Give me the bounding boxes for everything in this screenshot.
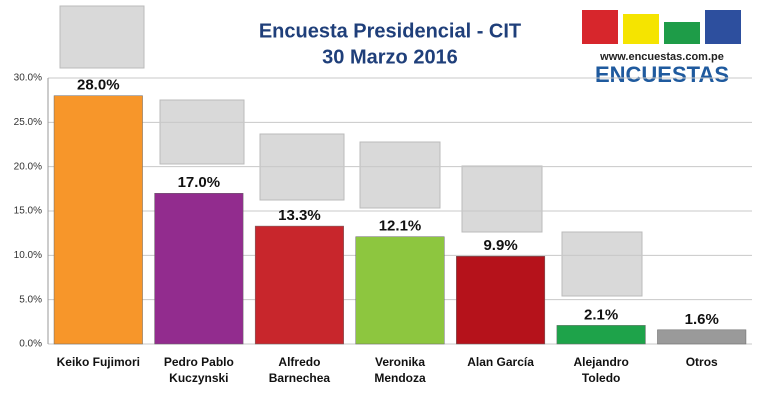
chart-subtitle: 30 Marzo 2016 bbox=[322, 46, 458, 68]
value-label: 9.9% bbox=[483, 237, 517, 254]
y-tick-label: 20.0% bbox=[14, 161, 42, 172]
bar bbox=[456, 255, 546, 345]
logo-text: ENCUESTAS bbox=[595, 62, 729, 87]
logo-block bbox=[623, 14, 659, 44]
y-tick-label: 25.0% bbox=[14, 117, 42, 128]
logo-url: www.encuestas.com.pe bbox=[599, 51, 724, 63]
x-tick-label: Alejandro Toledo bbox=[573, 355, 629, 385]
value-label: 17.0% bbox=[178, 174, 221, 191]
x-tick-label: Pedro Pablo Kuczynski bbox=[163, 355, 234, 385]
x-tick-label: Keiko Fujimori bbox=[56, 355, 140, 369]
bar bbox=[355, 236, 445, 345]
value-label: 28.0% bbox=[77, 77, 120, 94]
photo bbox=[561, 231, 643, 297]
x-tick-label: Otros bbox=[685, 355, 718, 369]
bar bbox=[254, 225, 344, 345]
value-label: 13.3% bbox=[278, 207, 321, 224]
y-tick-label: 10.0% bbox=[14, 250, 42, 261]
logo-block bbox=[664, 22, 700, 44]
logo: www.encuestas.com.pe ENCUESTAS bbox=[582, 10, 741, 87]
photo bbox=[159, 99, 245, 165]
photo bbox=[461, 165, 543, 233]
x-tick-label: Alfredo Barnechea bbox=[268, 355, 331, 385]
logo-block bbox=[705, 10, 741, 44]
photo bbox=[59, 5, 145, 69]
logo-block bbox=[582, 10, 618, 44]
value-label: 1.6% bbox=[685, 311, 719, 328]
chart-title: Encuesta Presidencial - CIT bbox=[259, 20, 521, 42]
x-tick-label: Veronika Mendoza bbox=[374, 355, 426, 385]
value-label: 12.1% bbox=[379, 218, 422, 235]
bar bbox=[657, 329, 747, 345]
value-label: 2.1% bbox=[584, 306, 618, 323]
y-tick-label: 5.0% bbox=[19, 294, 42, 305]
x-tick-label: Alan García bbox=[467, 355, 534, 369]
bar bbox=[556, 325, 646, 345]
bar bbox=[154, 193, 244, 345]
y-tick-label: 30.0% bbox=[14, 73, 42, 84]
bar bbox=[53, 95, 143, 345]
y-tick-label: 15.0% bbox=[14, 206, 42, 217]
y-tick-label: 0.0% bbox=[19, 339, 42, 350]
photo bbox=[359, 141, 441, 209]
